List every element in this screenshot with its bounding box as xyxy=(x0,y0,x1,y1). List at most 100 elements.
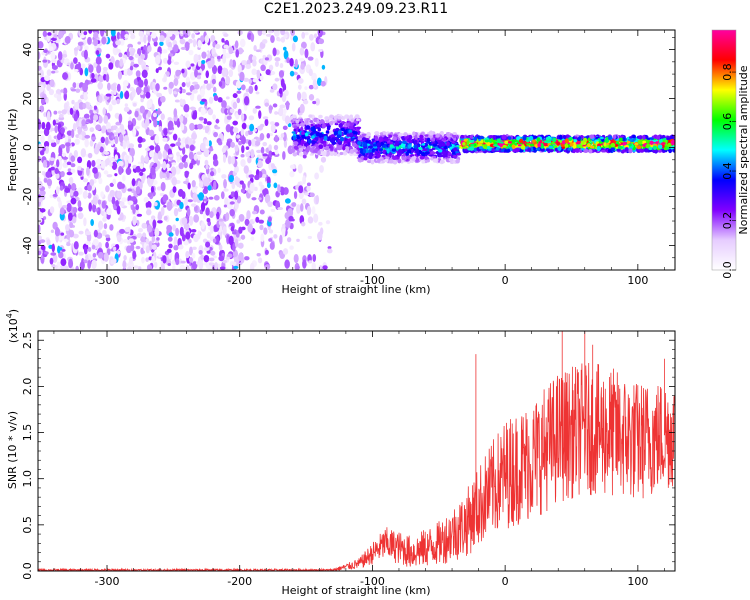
spectrogram-cell xyxy=(160,181,166,192)
spectrogram-cell xyxy=(248,139,252,147)
spectrogram-cell xyxy=(122,238,128,243)
spectrogram-cell xyxy=(391,155,397,160)
spectrogram-cell xyxy=(205,207,210,216)
spectrogram-cell xyxy=(151,255,155,264)
spectrogram-cell xyxy=(116,98,121,105)
spectrogram-cell xyxy=(139,105,146,114)
spectrogram-cell xyxy=(105,264,111,270)
spectrogram-cell xyxy=(74,138,80,145)
spectrogram-cell xyxy=(83,113,90,119)
spectrogram-cell xyxy=(398,132,404,136)
spectrogram-cell xyxy=(38,235,42,241)
spectrogram-cell xyxy=(151,244,157,250)
spectrogram-cell xyxy=(208,262,215,266)
spectrogram-x-ticks: -300 -200 -100 0 100 xyxy=(53,30,665,287)
spectrogram-cell xyxy=(278,70,285,78)
spectrogram-cell xyxy=(232,93,238,99)
spectrogram-cell xyxy=(203,80,209,84)
spectrogram-cell xyxy=(168,243,173,249)
spectrogram-cell xyxy=(109,162,113,167)
spectrogram-cell xyxy=(280,30,286,36)
spectrogram-cell xyxy=(179,115,184,123)
spectrogram-cell xyxy=(667,142,672,148)
spectrogram-cell xyxy=(40,258,44,264)
spectrogram-cell xyxy=(200,254,204,260)
spectrogram-cell xyxy=(203,148,210,158)
spectrogram-cell xyxy=(411,156,416,162)
spectrogram-cell xyxy=(228,46,234,55)
spectrogram-cell xyxy=(179,98,184,106)
spectrogram-cell xyxy=(41,97,46,106)
spectrogram-cell xyxy=(245,151,251,158)
spectrogram-cell xyxy=(489,144,495,147)
spectrogram-cell xyxy=(50,252,57,256)
spectrogram-cell xyxy=(162,57,168,64)
spectrogram-cell xyxy=(51,65,58,70)
spectrogram-cell xyxy=(441,137,447,141)
spectrogram-cell xyxy=(40,245,46,251)
spectrogram-cell xyxy=(658,138,663,144)
spectrogram-cell xyxy=(60,128,65,134)
spectrogram-cell xyxy=(87,152,93,159)
spectrogram-cell xyxy=(132,265,139,269)
spectrogram-cell xyxy=(300,139,305,145)
spectrogram-cell xyxy=(377,158,381,163)
spectrogram-cell xyxy=(628,143,632,147)
spectrogram-cell xyxy=(339,151,344,156)
spectrogram-cell xyxy=(455,159,460,164)
spectrogram-cell xyxy=(451,151,457,155)
spectrogram-cell xyxy=(133,78,138,85)
spectrogram-cell xyxy=(145,257,149,262)
spectrogram-cell xyxy=(415,157,420,163)
spectrogram-cell xyxy=(363,157,368,161)
spectrogram-cell xyxy=(327,144,333,147)
spectrogram-cell xyxy=(237,108,242,116)
spectrogram-cell xyxy=(302,259,307,269)
y-tick-label: 20 xyxy=(21,92,34,106)
spectrogram-cell xyxy=(130,196,137,202)
spectrogram-cell xyxy=(68,177,73,183)
spectrogram-cell xyxy=(221,100,227,109)
spectrogram-cell xyxy=(84,134,91,139)
spectrogram-cell xyxy=(110,83,117,91)
spectrogram-cell xyxy=(153,153,159,163)
spectrogram-cell xyxy=(73,57,78,64)
spectrogram-cell xyxy=(222,48,226,52)
spectrogram-cell xyxy=(56,159,60,168)
spectrogram-cell xyxy=(294,58,299,68)
spectrogram-cell xyxy=(207,108,214,116)
spectrogram-cell xyxy=(145,200,152,209)
spectrogram-cell xyxy=(62,53,68,58)
spectrogram-cell xyxy=(105,185,110,193)
spectrogram-cell xyxy=(43,177,48,183)
spectrogram-cell xyxy=(166,248,172,254)
colorbar-tick-label: 0.6 xyxy=(721,113,734,130)
spectrogram-cell xyxy=(260,233,265,242)
spectrogram-cell xyxy=(73,241,79,250)
spectrogram-cell xyxy=(135,245,141,250)
spectrogram-cell xyxy=(244,218,250,226)
spectrogram-cell xyxy=(83,49,88,60)
spectrogram-cell xyxy=(61,248,66,252)
spectrogram-cell xyxy=(321,64,326,70)
spectrogram-cell xyxy=(131,178,136,187)
spectrogram-cell xyxy=(161,173,167,179)
spectrogram-cell xyxy=(146,264,153,270)
spectrogram-cell xyxy=(617,145,623,150)
spectrogram-cell xyxy=(66,242,71,247)
spectrogram-cell xyxy=(39,72,44,76)
spectrogram-cell xyxy=(310,42,316,52)
spectrogram-cell xyxy=(353,120,358,124)
spectrogram-cell xyxy=(178,162,184,170)
spectrogram-cell xyxy=(281,228,286,238)
spectrogram-cell xyxy=(297,145,303,149)
spectrogram-cell xyxy=(349,132,354,137)
spectrogram-cell xyxy=(421,151,426,157)
spectrogram-cell xyxy=(240,234,246,240)
spectrogram-cell xyxy=(238,242,244,249)
spectrogram-cell xyxy=(392,136,397,141)
spectrogram-cell xyxy=(250,33,255,42)
spectrogram-cell xyxy=(388,152,393,156)
spectrogram-cell xyxy=(610,142,616,148)
